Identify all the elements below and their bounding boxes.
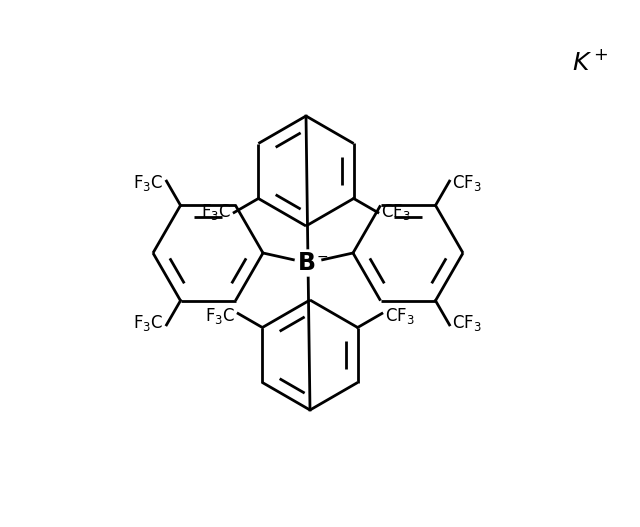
Text: B: B <box>298 251 316 275</box>
Text: F$_3$C: F$_3$C <box>133 173 163 193</box>
Text: CF$_3$: CF$_3$ <box>385 306 415 326</box>
Text: CF$_3$: CF$_3$ <box>381 201 411 221</box>
Text: F$_3$C: F$_3$C <box>205 306 235 326</box>
Text: CF$_3$: CF$_3$ <box>452 173 483 193</box>
Text: F$_3$C: F$_3$C <box>201 201 231 221</box>
Text: $\mathit{K}^+$: $\mathit{K}^+$ <box>572 50 608 74</box>
Text: F$_3$C: F$_3$C <box>133 313 163 333</box>
Text: −: − <box>317 250 328 264</box>
Text: CF$_3$: CF$_3$ <box>452 313 483 333</box>
Circle shape <box>295 250 321 276</box>
